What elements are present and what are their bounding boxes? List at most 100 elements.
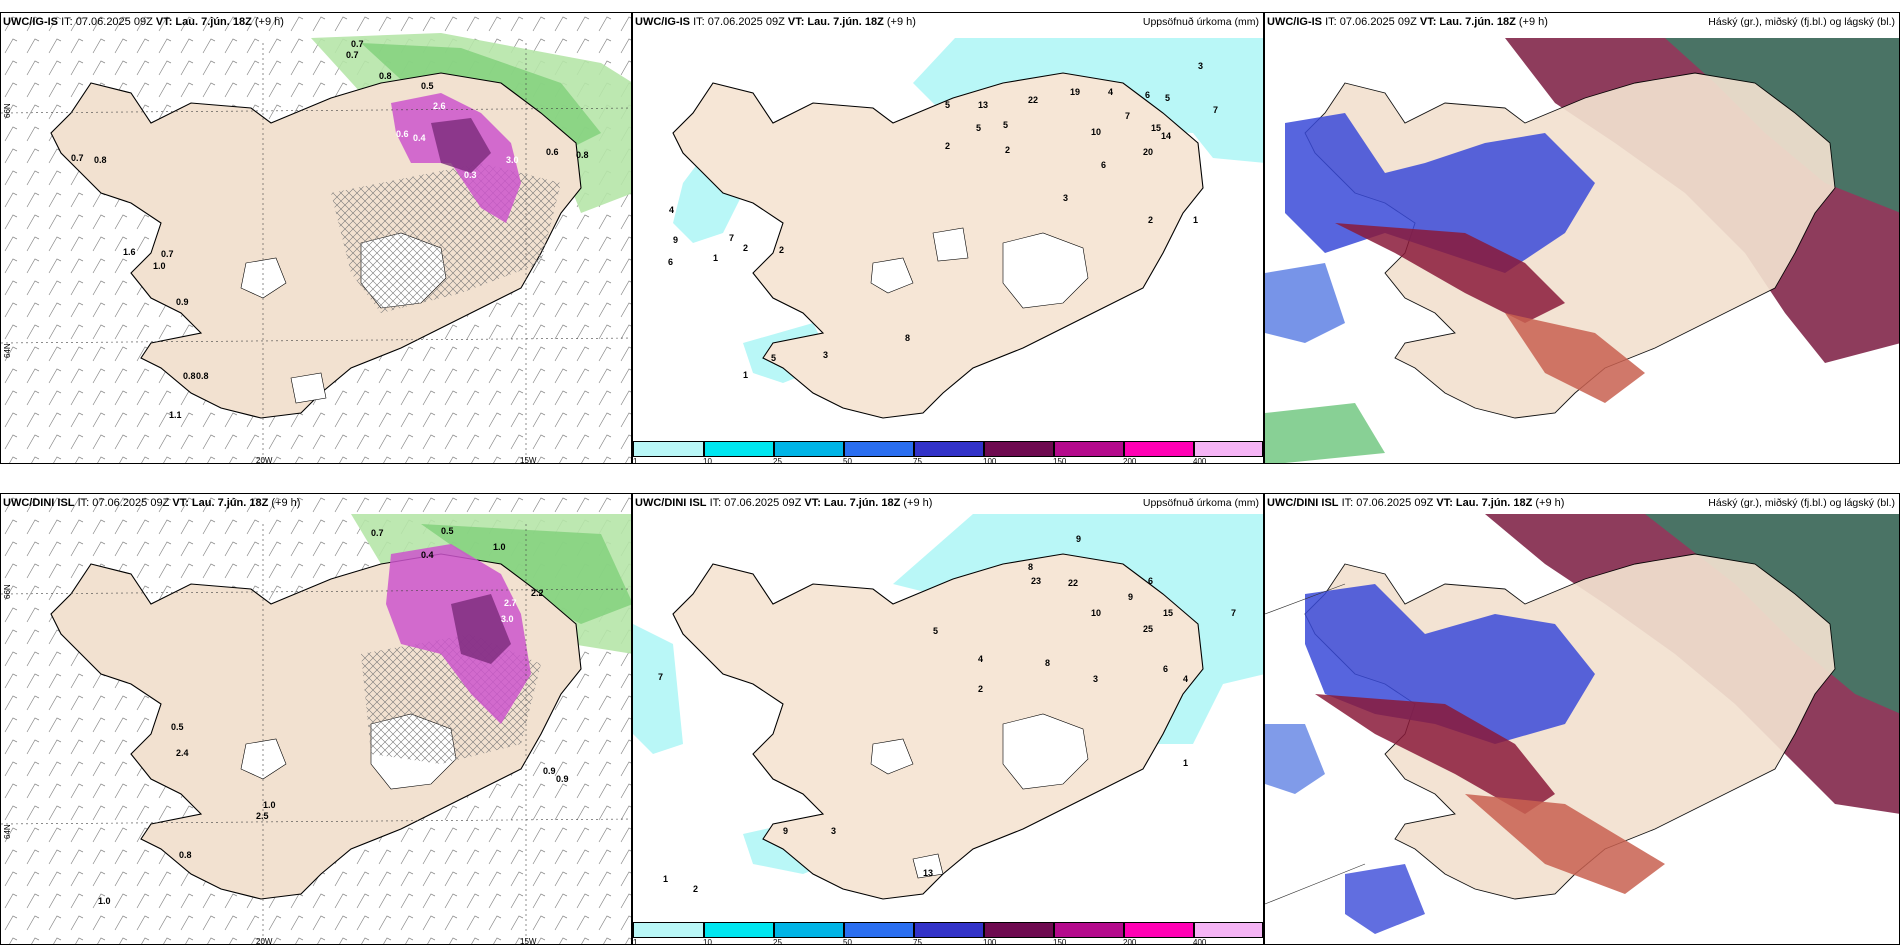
value-label: 0.8 — [576, 150, 589, 160]
colorbar-swatch — [984, 441, 1054, 457]
value-label: 0.6 — [396, 129, 409, 139]
value-label: 10 — [1091, 608, 1101, 618]
value-label: 1.0 — [153, 261, 166, 271]
value-label: 2.2 — [531, 588, 544, 598]
colorbar-swatch — [1124, 441, 1194, 457]
value-label: 4 — [669, 205, 674, 215]
value-label: 7 — [658, 672, 663, 682]
value-label: 3 — [831, 826, 836, 836]
colorbar: 1 10 25 50 75 100 150 200 400 — [633, 441, 1263, 463]
colorbar: 1 10 25 50 75 100 150 200 400 — [633, 922, 1263, 944]
value-label: 5 — [933, 626, 938, 636]
lat-label: 66N — [3, 584, 12, 599]
value-label: 13 — [978, 100, 988, 110]
colorbar-tick: 400 — [1193, 457, 1207, 464]
lat-label: 66N — [3, 103, 12, 118]
colorbar-swatch — [984, 922, 1054, 938]
value-label: 2 — [1148, 215, 1153, 225]
precip-map: 3 5 13 22 19 4 6 5 7 5 2 5 2 10 7 15 14 … — [668, 38, 1263, 419]
valid-time: VT: Lau. 7.jún. 18Z — [155, 16, 252, 28]
value-label: 1 — [1183, 758, 1188, 768]
colorbar-tick: 10 — [703, 938, 712, 945]
valid-time: VT: Lau. 7.jún. 18Z — [172, 497, 269, 509]
value-label: 6 — [1163, 664, 1168, 674]
lat-label: 64N — [3, 343, 12, 358]
model-name: UWC/IG-IS — [635, 16, 690, 28]
value-label: 0.8 — [379, 71, 392, 81]
colorbar-tick: 100 — [983, 457, 997, 464]
low-cloud — [1315, 694, 1555, 814]
lon-label: 15W — [520, 937, 537, 945]
value-label: 2 — [1005, 145, 1010, 155]
green-precip-area — [311, 33, 631, 213]
value-label: 15 — [1163, 608, 1173, 618]
colorbar-swatch — [774, 441, 844, 457]
value-label: 22 — [1068, 578, 1078, 588]
colorbar-swatch — [633, 922, 704, 938]
wind-map: 0.7 0.5 0.4 1.0 2.7 3.0 2.2 0.5 2.4 1.0 … — [1, 494, 631, 944]
value-label: 1.6 — [123, 247, 136, 257]
init-time: IT: 07.06.2025 09Z — [1341, 497, 1434, 509]
value-label: 5 — [771, 353, 776, 363]
panel-header: UWC/DINI ISL IT: 07.06.2025 09Z VT: Lau.… — [3, 497, 627, 513]
value-label: 13 — [923, 868, 933, 878]
value-label: 3 — [1063, 193, 1068, 203]
model-name: UWC/IG-IS — [3, 16, 58, 28]
panel-header: UWC/IG-IS IT: 07.06.2025 09Z VT: Lau. 7.… — [1267, 16, 1895, 32]
value-label: 6 — [668, 257, 673, 267]
value-label: 1.0 — [263, 800, 276, 810]
value-label: 8 — [905, 333, 910, 343]
value-label: 2.6 — [433, 101, 446, 111]
cloud-map — [1265, 38, 1899, 463]
value-label: 0.4 — [413, 133, 426, 143]
wind-map: 0.7 0.7 0.8 0.5 2.6 0.4 0.6 3.0 0.6 0.8 … — [1, 13, 631, 463]
value-label: 6 — [1148, 576, 1153, 586]
value-label: 2.7 — [504, 598, 517, 608]
value-label: 3.0 — [501, 614, 514, 624]
value-label: 4 — [978, 654, 983, 664]
low-cloud — [1335, 223, 1565, 323]
value-label: 0.9 — [543, 766, 556, 776]
colorbar-tick: 10 — [703, 457, 712, 464]
colorbar-swatch — [914, 441, 984, 457]
value-label: 6 — [1145, 90, 1150, 100]
init-time: IT: 07.06.2025 09Z — [709, 497, 802, 509]
value-label: 7 — [1231, 608, 1236, 618]
value-label: 3 — [1198, 61, 1203, 71]
value-label: 8 — [1028, 562, 1033, 572]
panel-precip-bottom: UWC/DINI ISL IT: 07.06.2025 09Z VT: Lau.… — [632, 493, 1264, 945]
value-label: 0.7 — [71, 153, 84, 163]
value-label: 2 — [945, 141, 950, 151]
lead-time: (+9 h) — [1518, 16, 1548, 28]
value-label: 0.7 — [346, 50, 359, 60]
value-label: 8 — [1045, 658, 1050, 668]
colorbar-tick: 100 — [983, 938, 997, 945]
value-label: 2 — [978, 684, 983, 694]
init-time: IT: 07.06.2025 09Z — [693, 16, 785, 28]
value-label: 3 — [823, 350, 828, 360]
colorbar-swatch — [1124, 922, 1194, 938]
colorbar-swatch — [704, 441, 774, 457]
value-label: 1 — [663, 874, 668, 884]
colorbar-tick: 400 — [1193, 938, 1207, 945]
lat-label: 64N — [3, 824, 12, 839]
cloud-map — [1265, 514, 1899, 934]
colorbar-swatch — [1194, 441, 1263, 457]
value-label: 3 — [1093, 674, 1098, 684]
lead-time: (+9 h) — [271, 497, 301, 509]
lead-time: (+9 h) — [1535, 497, 1565, 509]
colorbar-swatch — [844, 922, 914, 938]
value-label: 0.5 — [441, 526, 454, 536]
colorbar-tick: 50 — [843, 457, 852, 464]
colorbar-swatch — [914, 922, 984, 938]
colorbar-tick: 1 — [633, 938, 638, 945]
value-label: 0.8 — [179, 850, 192, 860]
value-label: 0.9 — [556, 774, 569, 784]
value-label: 0.5 — [171, 722, 184, 732]
colorbar-tick: 75 — [913, 938, 922, 945]
value-label: 0.7 — [351, 39, 364, 49]
value-label: 0.4 — [421, 550, 434, 560]
value-label: 0.8 — [183, 371, 196, 381]
lead-time: (+9 h) — [886, 16, 916, 28]
value-label: 9 — [783, 826, 788, 836]
